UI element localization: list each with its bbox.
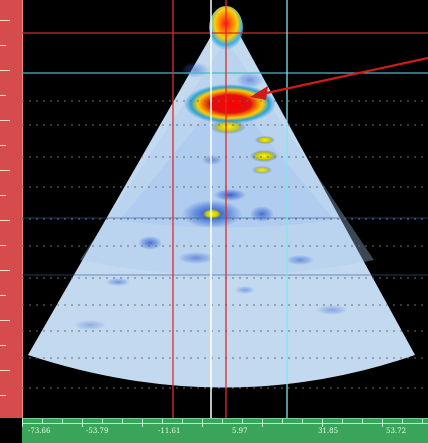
depth-ruler-tick xyxy=(0,245,6,246)
position-ruler-tick xyxy=(102,419,103,424)
position-ruler-tick xyxy=(62,419,63,424)
position-ruler-tick xyxy=(382,419,383,427)
position-ruler-tick xyxy=(22,419,23,427)
depth-ruler-tick xyxy=(0,170,10,171)
depth-ruler-tick xyxy=(0,20,10,21)
position-ruler-label: 5.97 xyxy=(232,427,248,435)
position-ruler-tick xyxy=(322,419,323,427)
position-ruler-tick xyxy=(162,419,163,424)
position-ruler-tick xyxy=(82,419,83,427)
depth-ruler-tick xyxy=(0,370,10,371)
target-hotspot xyxy=(184,84,276,124)
position-ruler-label: -53.79 xyxy=(86,427,109,435)
position-ruler-label: 53.72 xyxy=(386,427,407,435)
position-ruler-tick xyxy=(242,419,243,424)
depth-ruler-tick xyxy=(0,95,6,96)
position-ruler-tick xyxy=(302,419,303,424)
depth-ruler-tick xyxy=(0,220,10,221)
depth-ruler-tick xyxy=(0,320,10,321)
depth-ruler-tick xyxy=(0,270,10,271)
position-ruler-tick xyxy=(422,419,423,424)
depth-ruler-tick xyxy=(0,145,6,146)
position-ruler-tick xyxy=(222,419,223,424)
position-ruler-tick xyxy=(142,419,143,427)
depth-ruler-tick xyxy=(0,45,6,46)
position-ruler-tick xyxy=(262,419,263,427)
position-ruler-tick xyxy=(402,419,403,424)
position-ruler-tick xyxy=(122,419,123,424)
position-ruler-label: -73.66 xyxy=(28,427,51,435)
depth-grid xyxy=(22,100,428,389)
depth-ruler xyxy=(0,0,23,418)
depth-ruler-tick xyxy=(0,70,10,71)
position-ruler-label: -11.61 xyxy=(158,427,181,435)
position-ruler-tick xyxy=(362,419,363,424)
depth-ruler-tick xyxy=(0,345,6,346)
depth-ruler-tick xyxy=(0,295,6,296)
sector-scan xyxy=(22,0,428,418)
position-ruler-tick xyxy=(342,419,343,424)
depth-ruler-tick xyxy=(0,195,6,196)
position-ruler-label: 31.85 xyxy=(318,427,339,435)
position-ruler-tick xyxy=(42,419,43,424)
position-ruler-tick xyxy=(202,419,203,427)
depth-ruler-tick xyxy=(0,395,6,396)
depth-ruler-tick xyxy=(0,120,10,121)
position-ruler: -73.66 -53.79 -11.61 5.97 31.85 53.72 xyxy=(22,418,428,443)
position-ruler-tick xyxy=(182,419,183,424)
position-ruler-tick xyxy=(282,419,283,424)
red-arrow-icon xyxy=(250,56,428,100)
